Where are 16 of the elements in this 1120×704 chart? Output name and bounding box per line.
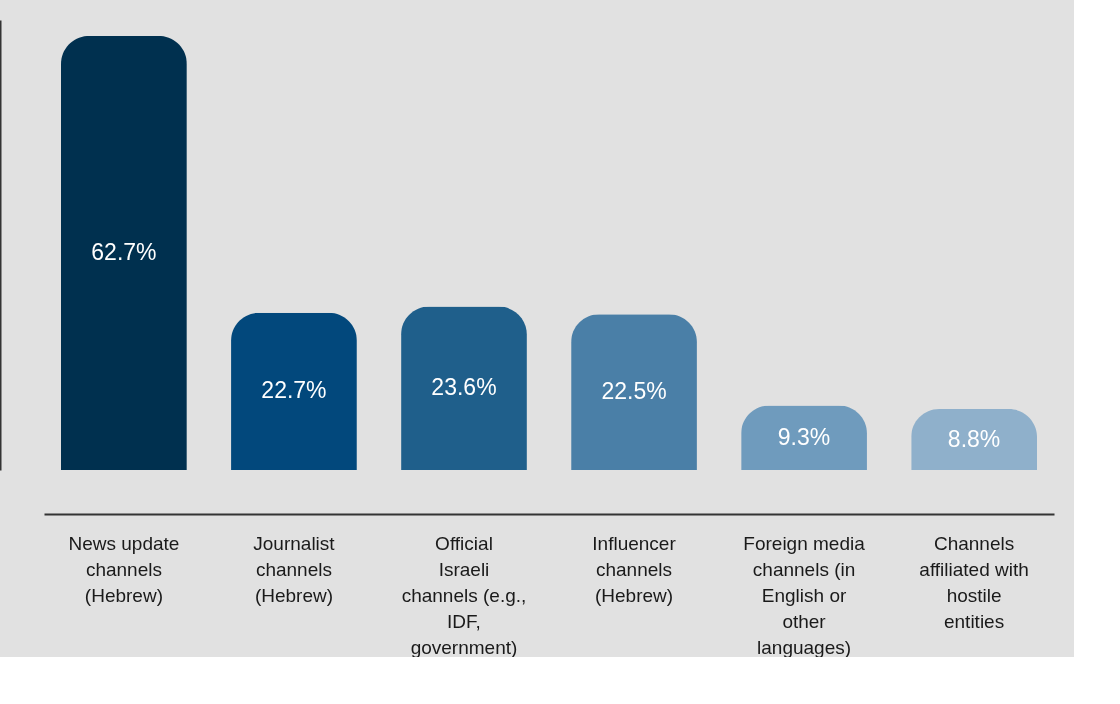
data-label: 62.7% [91, 238, 157, 265]
bar [401, 306, 527, 470]
x-tick-label: Influencer channels (Hebrew) [592, 532, 677, 606]
x-tick-label: News update channels (Hebrew) [68, 532, 180, 606]
data-label: 8.8% [947, 425, 1001, 452]
x-tick-label: Journalist channels (Hebrew) [253, 532, 336, 606]
x-tick-label: Official Israeli channels (e.g., IDF, government) [401, 532, 527, 658]
bar [571, 314, 697, 470]
x-tick-label: Foreign media channels (in English or other languages) [743, 532, 866, 658]
data-label: 22.7% [261, 377, 327, 404]
x-tick-label: Channels affiliated with hostile entities [919, 532, 1029, 632]
bar [231, 312, 357, 470]
data-label: 22.5% [601, 378, 667, 405]
data-label: 9.3% [777, 423, 831, 450]
bar [61, 35, 187, 470]
data-label: 23.6% [431, 374, 497, 401]
